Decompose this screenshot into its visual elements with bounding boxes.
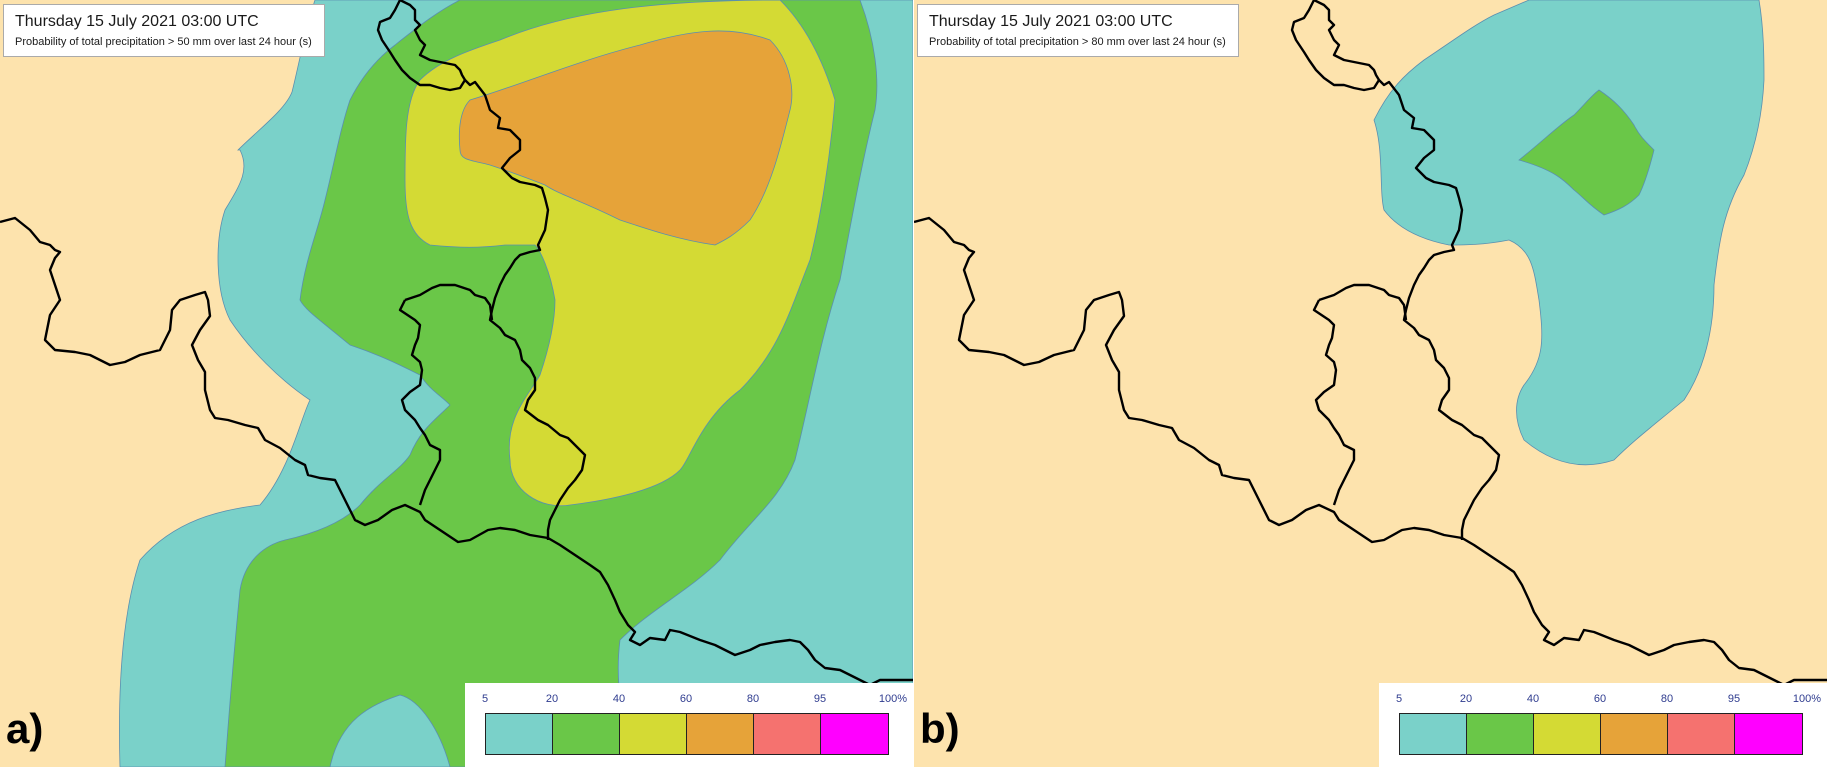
legend-swatch-60-80	[687, 714, 754, 754]
legend-swatch-80-95	[1668, 714, 1735, 754]
legend-color-bar	[1399, 713, 1803, 755]
map-subtitle-a: Probability of total precipitation > 50 …	[15, 36, 312, 48]
legend-swatch-20-40	[1467, 714, 1534, 754]
prob-zone-60-80	[458, 30, 793, 246]
panel-label-b: b)	[920, 705, 960, 752]
prob-zone-5-20	[1373, 0, 1765, 466]
legend-tick: 5	[1395, 693, 1403, 705]
legend-tick: 5	[481, 693, 489, 705]
probability-map-a	[0, 0, 913, 767]
panel-label-a: a)	[6, 705, 44, 752]
map-panel-a: Thursday 15 July 2021 03:00 UTC Probabil…	[0, 0, 913, 767]
legend-tick: 20	[545, 693, 559, 705]
map-title-box-b: Thursday 15 July 2021 03:00 UTC Probabil…	[917, 4, 1239, 57]
legend-swatch-40-60	[620, 714, 687, 754]
legend-color-bar	[485, 713, 889, 755]
legend-b: 5 20 40 60 80 95 100%	[1379, 683, 1827, 767]
legend-swatch-5-20	[1400, 714, 1467, 754]
map-title-box-a: Thursday 15 July 2021 03:00 UTC Probabil…	[3, 4, 325, 57]
country-borders	[0, 0, 913, 687]
legend-tick: 95	[1727, 693, 1741, 705]
probability-map-b	[914, 0, 1827, 767]
legend-tick: 40	[612, 693, 626, 705]
legend-swatch-20-40	[553, 714, 620, 754]
prob-zone-20-40	[1518, 89, 1655, 216]
map-title-b: Thursday 15 July 2021 03:00 UTC	[929, 13, 1173, 30]
legend-swatch-40-60	[1534, 714, 1601, 754]
legend-tick: 20	[1459, 693, 1473, 705]
map-panel-b: Thursday 15 July 2021 03:00 UTC Probabil…	[914, 0, 1827, 767]
legend-swatch-5-20	[486, 714, 553, 754]
legend-swatch-95-100	[821, 714, 888, 754]
legend-tick: 40	[1526, 693, 1540, 705]
legend-tick: 95	[813, 693, 827, 705]
legend-tick: 100%	[878, 693, 908, 705]
map-title-a: Thursday 15 July 2021 03:00 UTC	[15, 13, 259, 30]
country-borders	[914, 0, 1827, 687]
legend-swatch-95-100	[1735, 714, 1802, 754]
legend-tick: 100%	[1792, 693, 1822, 705]
legend-a: 5 20 40 60 80 95 100%	[465, 683, 913, 767]
map-subtitle-b: Probability of total precipitation > 80 …	[929, 36, 1226, 48]
legend-tick: 60	[679, 693, 693, 705]
legend-tick: 60	[1593, 693, 1607, 705]
legend-swatch-80-95	[754, 714, 821, 754]
legend-tick: 80	[1660, 693, 1674, 705]
legend-swatch-60-80	[1601, 714, 1668, 754]
legend-tick: 80	[746, 693, 760, 705]
